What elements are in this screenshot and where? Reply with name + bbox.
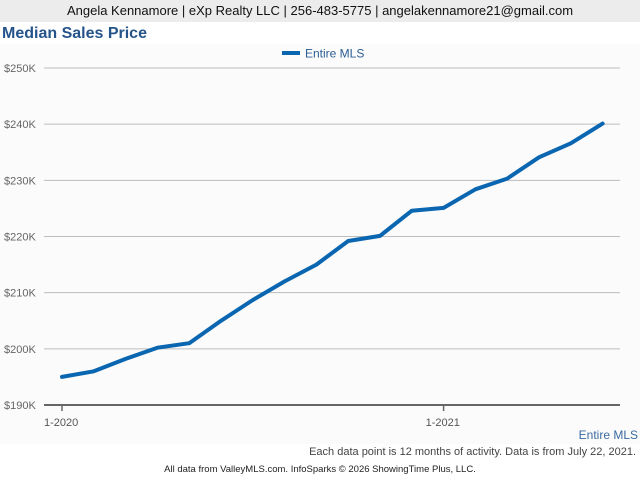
series-label: Entire MLS bbox=[578, 428, 638, 442]
legend-swatch-icon bbox=[282, 51, 300, 55]
y-tick-label: $240K bbox=[4, 119, 36, 131]
legend: Entire MLS bbox=[282, 47, 364, 61]
footer-credit: All data from ValleyMLS.com. InfoSparks … bbox=[164, 464, 476, 475]
data-note: Each data point is 12 months of activity… bbox=[309, 446, 636, 458]
series-line-entire-mls bbox=[60, 121, 605, 379]
y-tick-label: $220K bbox=[4, 232, 36, 244]
y-tick-label: $200K bbox=[4, 344, 36, 356]
y-tick-label: $190K bbox=[4, 400, 36, 412]
contact-header: Angela Kennamore | eXp Realty LLC | 256-… bbox=[0, 0, 640, 22]
x-axis: 1-2020 1-2021 bbox=[44, 405, 460, 429]
y-tick-label: $230K bbox=[4, 175, 36, 187]
y-axis-labels: $190K $200K $210K $220K $230K $240K $250K bbox=[4, 63, 36, 412]
legend-label: Entire MLS bbox=[305, 47, 364, 61]
x-tick-label: 1-2021 bbox=[426, 417, 460, 429]
y-tick-label: $250K bbox=[4, 63, 36, 75]
chart-title: Median Sales Price bbox=[2, 25, 147, 42]
y-tick-label: $210K bbox=[4, 288, 36, 300]
gridlines bbox=[44, 67, 620, 406]
x-tick-label: 1-2020 bbox=[44, 417, 78, 429]
chart-area bbox=[0, 44, 640, 444]
